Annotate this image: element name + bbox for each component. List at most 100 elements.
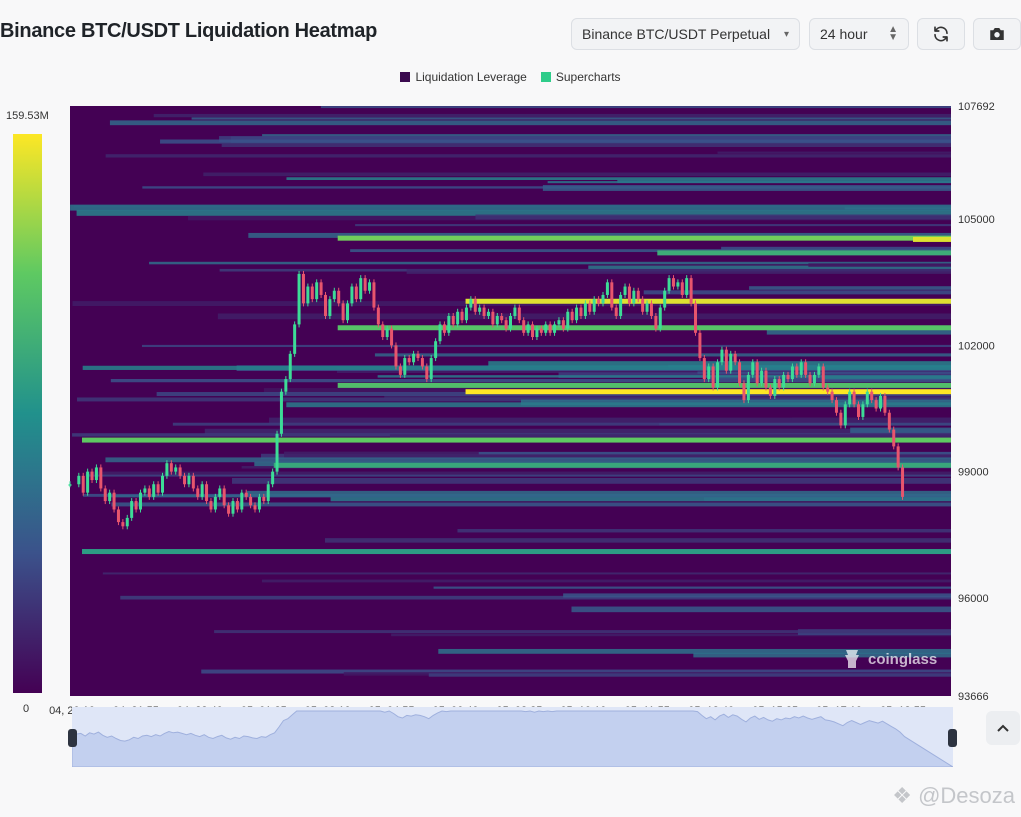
credit: ❖ @Desoza: [892, 783, 1015, 809]
legend-label: Liquidation Leverage: [415, 70, 527, 84]
candle: [746, 374, 750, 401]
candle: [830, 391, 834, 401]
candle: [865, 391, 869, 405]
candle: [671, 278, 675, 287]
liquidation-band: [391, 633, 951, 637]
liquidation-band: [821, 376, 951, 381]
colorbar: [13, 134, 42, 693]
candle: [879, 395, 883, 409]
candle: [883, 395, 887, 413]
refresh-button[interactable]: [917, 18, 965, 50]
screenshot-button[interactable]: [973, 18, 1021, 50]
up-down-arrows-icon: ▲ ▼: [888, 24, 898, 43]
candle: [425, 366, 429, 380]
candle: [288, 353, 292, 380]
candle: [346, 303, 350, 321]
candle: [328, 299, 332, 316]
candle: [482, 307, 486, 316]
range-select-value: 24 hour: [820, 26, 868, 42]
candle: [253, 505, 257, 510]
liquidation-band: [406, 269, 951, 274]
navigator-left-handle[interactable]: [68, 729, 77, 747]
liquidation-band: [717, 151, 951, 154]
candle: [491, 311, 495, 325]
page-title: Binance BTC/USDT Liquidation Heatmap: [0, 20, 378, 42]
coinglass-logo-icon: [845, 650, 859, 668]
candle: [812, 374, 816, 384]
candle: [147, 488, 151, 497]
liquidation-band: [219, 136, 952, 142]
refresh-icon: [934, 26, 948, 42]
liquidation-band: [324, 538, 951, 543]
candle: [570, 311, 574, 321]
candle: [174, 467, 178, 472]
candle: [495, 315, 499, 325]
candle: [742, 383, 746, 401]
candle: [412, 353, 416, 363]
candle: [134, 501, 138, 510]
liquidation-band: [141, 344, 951, 348]
liquidation-band: [269, 417, 952, 424]
candle: [297, 273, 301, 325]
candle: [231, 501, 235, 514]
y-tick-label: 99000: [958, 467, 989, 479]
highlight-bands: [82, 235, 951, 555]
candle: [143, 488, 147, 493]
scroll-up-button[interactable]: [986, 711, 1020, 745]
legend-item-liquidation[interactable]: Liquidation Leverage: [400, 70, 527, 84]
liquidation-band: [89, 471, 951, 475]
liquidation-band: [77, 397, 951, 402]
candle: [363, 278, 367, 291]
time-navigator[interactable]: [71, 707, 955, 768]
liquidation-band: [111, 502, 951, 507]
navigator-right-handle[interactable]: [948, 729, 957, 747]
candle: [522, 320, 526, 333]
candle: [605, 282, 609, 295]
candle: [817, 366, 821, 375]
candle: [262, 496, 266, 502]
candle: [112, 492, 116, 510]
candle: [901, 467, 905, 497]
symbol-select[interactable]: Binance BTC/USDT Perpetual ▾: [571, 18, 800, 50]
candle: [760, 370, 764, 384]
candle: [279, 391, 283, 434]
colorbar-max-label: 159.53M: [6, 110, 49, 122]
candle: [848, 391, 852, 405]
liquidation-band: [248, 232, 951, 238]
y-tick-label: 107692: [958, 101, 995, 113]
chevron-up-icon: [997, 724, 1009, 732]
liquidation-band: [273, 462, 951, 468]
liquidation-band: [337, 325, 951, 331]
liquidation-band: [109, 494, 952, 498]
candle: [790, 366, 794, 380]
liquidation-band: [231, 477, 951, 484]
liquidation-band: [102, 572, 952, 575]
candle: [720, 349, 724, 363]
candle: [394, 345, 398, 367]
candle: [535, 328, 539, 338]
credit-text: @Desoza: [918, 783, 1015, 808]
candle: [191, 475, 195, 489]
candle: [711, 366, 715, 388]
candle: [121, 522, 125, 527]
candle: [376, 307, 380, 325]
liquidation-band: [203, 172, 952, 177]
liquidation-band: [330, 496, 952, 502]
candle: [478, 307, 482, 312]
range-select[interactable]: 24 hour ▲ ▼: [809, 18, 909, 50]
liquidation-band: [563, 593, 951, 598]
candle: [130, 501, 134, 518]
liquidation-band: [374, 353, 951, 357]
candle: [821, 366, 825, 388]
liquidation-band: [389, 434, 952, 438]
candle: [103, 488, 107, 502]
legend-item-supercharts[interactable]: Supercharts: [540, 70, 621, 84]
candle: [782, 374, 786, 388]
candle: [275, 433, 279, 472]
candle: [420, 358, 424, 367]
candle: [667, 278, 671, 291]
candle: [169, 463, 173, 472]
liquidation-band: [488, 361, 951, 367]
candle: [359, 278, 363, 300]
